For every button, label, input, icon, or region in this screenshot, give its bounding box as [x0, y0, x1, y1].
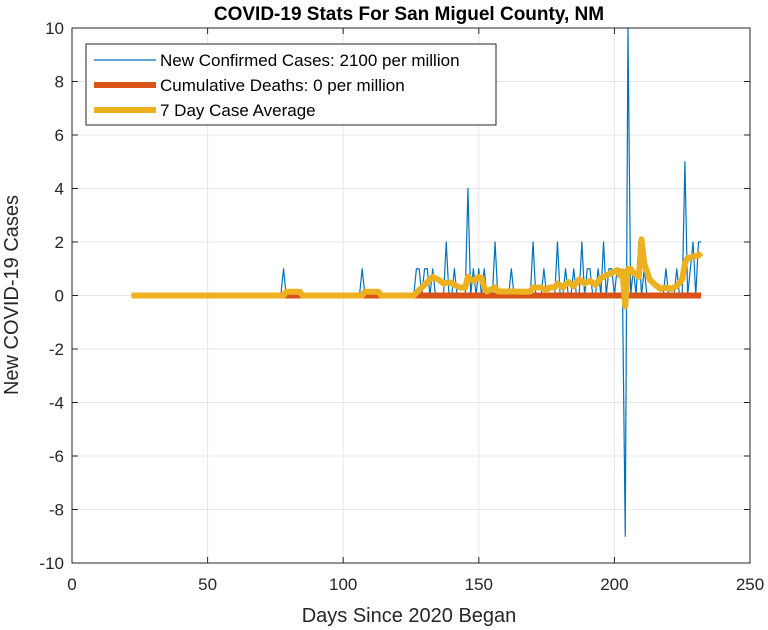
y-tick-label: 6	[55, 126, 64, 145]
x-tick-label: 200	[600, 575, 628, 594]
y-tick-label: -10	[39, 554, 64, 573]
plot-series	[131, 27, 704, 537]
legend-label-7-day-average: 7 Day Case Average	[160, 101, 316, 120]
y-tick-label: 10	[45, 19, 64, 38]
tick-labels: 0 50 100 150 200 250 -10 -8 -6 -4 -2 0 2 4 6 8 10	[39, 19, 764, 594]
legend: New Confirmed Cases: 2100 per million Cu…	[85, 43, 497, 126]
x-tick-label: 150	[465, 575, 493, 594]
x-axis-label: Days Since 2020 Began	[302, 605, 517, 627]
y-tick-label: -8	[49, 501, 64, 520]
x-tick-label: 0	[67, 575, 76, 594]
axes	[71, 27, 751, 564]
x-tick-label: 100	[329, 575, 357, 594]
y-tick-label: -6	[49, 447, 64, 466]
x-tick-label: 50	[198, 575, 217, 594]
plot-frame	[71, 27, 751, 564]
legend-label-deaths: Cumulative Deaths: 0 per million	[160, 76, 405, 95]
x-tick-label: 250	[736, 575, 764, 594]
y-tick-label: -2	[49, 340, 64, 359]
chart-title: COVID-19 Stats For San Miguel County, NM	[214, 4, 604, 25]
y-tick-label: 0	[55, 287, 64, 306]
series-line-7-day-average	[131, 236, 704, 310]
y-tick-label: 8	[55, 73, 64, 92]
y-tick-label: 2	[55, 233, 64, 252]
y-tick-label: 4	[55, 180, 64, 199]
legend-label-new-cases: New Confirmed Cases: 2100 per million	[160, 51, 460, 70]
y-axis-label: New COVID-19 Cases	[1, 195, 23, 395]
y-tick-label: -4	[49, 394, 64, 413]
